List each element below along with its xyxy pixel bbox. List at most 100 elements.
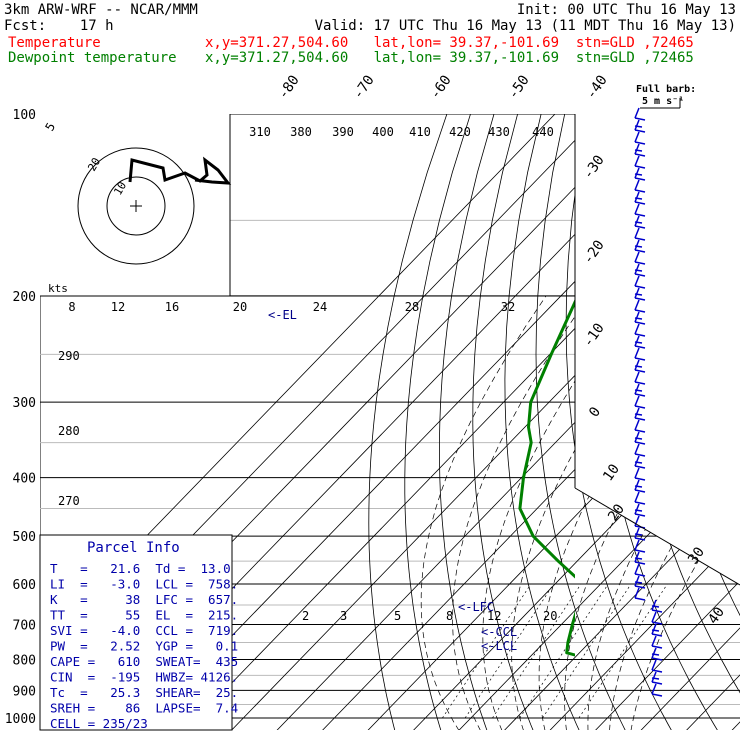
- hodograph-speed-label: 32: [501, 300, 515, 314]
- isotherm-line: [360, 114, 740, 730]
- hodograph-ring-label: 20: [85, 156, 103, 174]
- wind-barb: [651, 605, 660, 608]
- parcel-row: T = 21.6 Td = 13.0: [50, 561, 231, 576]
- parcel-row: K = 38 LFC = 657.: [50, 592, 238, 607]
- theta-label: 430: [488, 125, 510, 139]
- hodograph-ring-inner: [106, 176, 166, 236]
- wind-barb: [634, 347, 640, 359]
- mixing-ratio-line: [578, 583, 668, 719]
- wind-barb: [634, 269, 643, 272]
- wind-barb: [634, 245, 643, 248]
- mixing-ratio-line: [519, 583, 609, 719]
- wind-barb: [634, 309, 646, 313]
- hodograph-speed-label: 28: [405, 300, 419, 314]
- moist-adiabat: [452, 295, 590, 730]
- isotherm-top-label: -80: [275, 72, 303, 102]
- wind-barb: [634, 501, 646, 505]
- hodograph-speed-label: 16: [165, 300, 179, 314]
- isotherm-right-label: 40: [705, 604, 728, 627]
- wind-barb: [634, 149, 643, 152]
- wind-barb: [634, 237, 646, 241]
- diagram-edge: [574, 487, 740, 586]
- wind-barb: [634, 275, 640, 287]
- valid-time: Valid: 17 UTC Thu 16 May 13 (11 MDT Thu …: [314, 18, 736, 34]
- isotherm-line: [633, 114, 740, 730]
- pressure-label: 1000: [5, 712, 36, 727]
- wind-barb: [651, 683, 657, 695]
- wind-barb: [634, 117, 646, 121]
- wind-barb: [634, 273, 646, 277]
- parcel-row: LI = -3.0 LCL = 758.: [50, 577, 238, 592]
- wind-barb: [634, 167, 640, 179]
- wind-barb: [634, 539, 640, 551]
- wind-barb: [634, 479, 640, 491]
- wind-barb: [634, 345, 646, 349]
- moist-adiabat: [538, 295, 720, 730]
- theta-label: 400: [372, 125, 394, 139]
- wind-barb: [634, 503, 640, 515]
- wind-barb: [634, 453, 646, 457]
- wind-barb: [634, 537, 646, 541]
- init-time: Init: 00 UTC Thu 16 May 13: [516, 2, 736, 18]
- wind-barb: [634, 465, 646, 469]
- wind-barb: [634, 443, 640, 455]
- wind-barb: [634, 263, 640, 275]
- wind-barb: [634, 381, 646, 385]
- theta-left-label: 290: [58, 349, 80, 363]
- dry-adiabat: [404, 114, 471, 730]
- wind-barb: [634, 129, 646, 133]
- wind-barb: [651, 659, 657, 671]
- dewpoint-trace: [518, 298, 575, 657]
- wind-barb: [634, 323, 640, 335]
- parcel-row: PW = 2.52 YGP = 0.1: [50, 639, 238, 654]
- hodograph-trace: [128, 156, 232, 185]
- moist-adiabat: [420, 295, 547, 730]
- isotherm-right-label: -20: [580, 237, 608, 267]
- wind-barb: [634, 485, 643, 488]
- wind-barb: [634, 221, 643, 224]
- wind-barb: [651, 611, 657, 623]
- wind-barb: [634, 311, 640, 323]
- mixing-ratio-line: [442, 583, 532, 719]
- wind-barb: [634, 335, 640, 347]
- wind-barb: [634, 141, 646, 145]
- wind-barb: [634, 197, 643, 200]
- pressure-label: 900: [13, 684, 36, 699]
- parcel-row: CIN = -195 HWBZ= 4126.: [50, 670, 238, 685]
- wind-barb: [634, 153, 646, 157]
- wind-barb: [634, 491, 640, 503]
- mixing-ratio-label: 5: [394, 609, 401, 623]
- wind-barb: [651, 671, 657, 683]
- wind-barb: [634, 165, 646, 169]
- level-marker: <-EL: [268, 308, 297, 322]
- wind-barb: [651, 645, 663, 649]
- wind-barb: [634, 429, 646, 433]
- wind-barb: [634, 317, 643, 320]
- wind-barb: [651, 681, 663, 685]
- pressure-label: 600: [13, 578, 36, 593]
- moist-adiabat: [609, 295, 740, 730]
- isotherm-top-label: -40: [583, 72, 611, 102]
- theta-left-label: 280: [58, 424, 80, 438]
- wind-barb: [634, 201, 646, 205]
- isotherm-right-label: -30: [580, 152, 608, 182]
- pressure-label: 100: [13, 108, 36, 123]
- wind-barb: [651, 693, 663, 697]
- isotherm-right-label: 0: [586, 404, 604, 420]
- isotherm-line: [587, 114, 740, 730]
- dry-adiabat: [623, 114, 740, 730]
- isotherm-line: [178, 114, 740, 730]
- wind-barb: [634, 597, 646, 601]
- wind-barb: [634, 177, 646, 181]
- level-markers: <-EL <-LFC <-CCL<-LCL: [268, 308, 517, 653]
- wind-barb: [634, 179, 640, 191]
- mixing-ratio-line: [464, 583, 554, 719]
- wind-barb: [634, 393, 646, 397]
- wind-barb: [634, 563, 640, 575]
- theta-label: 410: [409, 125, 431, 139]
- dry-adiabat: [565, 114, 673, 730]
- theta-label: 420: [449, 125, 471, 139]
- wind-barb: [634, 131, 640, 143]
- parcel-row: TT = 55 EL = 215.: [50, 608, 238, 623]
